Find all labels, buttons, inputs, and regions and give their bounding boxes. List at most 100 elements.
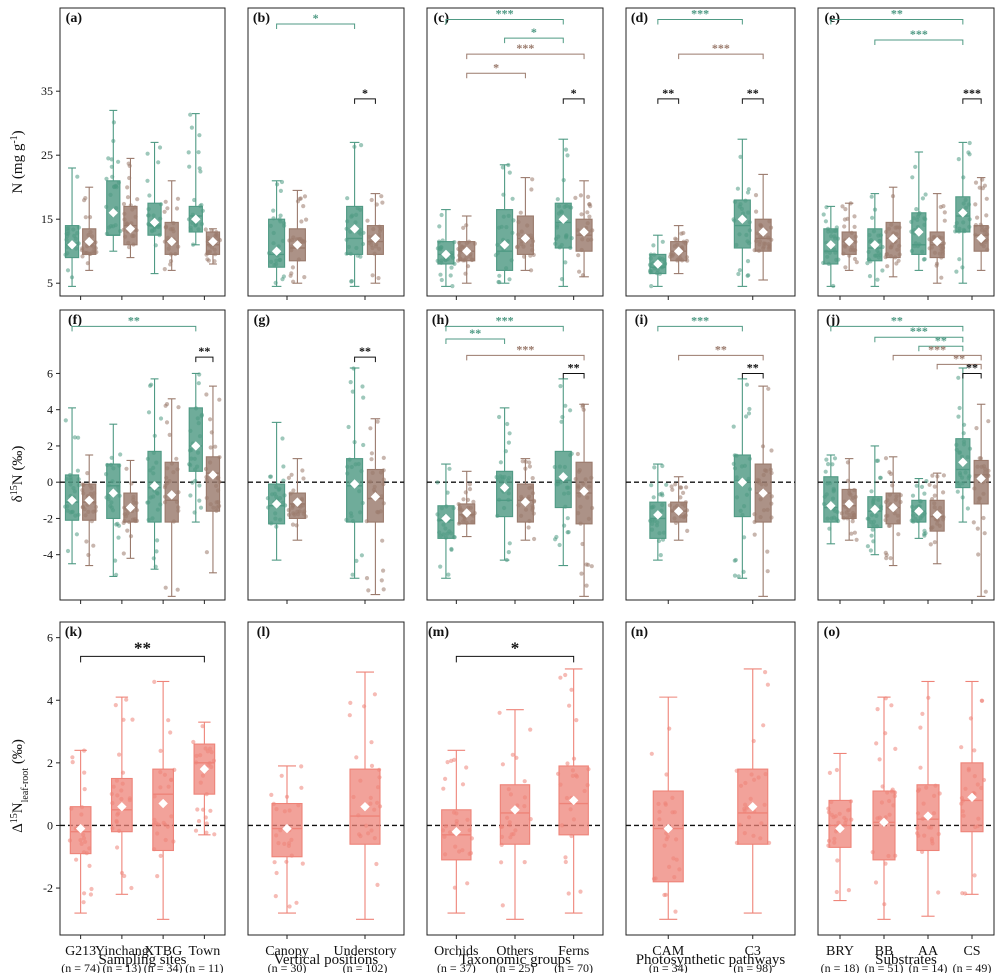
- data-point: [919, 484, 925, 489]
- data-point: [499, 834, 505, 840]
- data-point: [198, 505, 204, 510]
- data-point: [870, 850, 875, 855]
- data-point: [868, 548, 874, 553]
- data-point: [174, 456, 179, 461]
- data-point: [215, 476, 220, 481]
- significance-label: ***: [496, 313, 514, 327]
- data-point: [823, 219, 829, 224]
- data-point: [110, 508, 116, 513]
- data-point: [372, 251, 377, 256]
- data-point: [869, 489, 874, 494]
- bracket-line: [962, 372, 982, 379]
- data-point: [274, 870, 279, 876]
- data-point: [169, 777, 174, 782]
- mean-marker: [673, 246, 684, 256]
- data-point: [745, 190, 751, 195]
- sample-size-label: (n = 14): [909, 961, 948, 973]
- data-point: [127, 163, 132, 168]
- data-point: [506, 787, 511, 792]
- data-point: [494, 475, 499, 480]
- data-point: [939, 255, 944, 260]
- data-point: [678, 514, 683, 519]
- sample-size-label: (n = 37): [437, 961, 476, 973]
- data-point: [368, 479, 373, 484]
- data-point: [883, 861, 888, 866]
- data-point: [957, 470, 963, 476]
- difference-box: [649, 696, 684, 920]
- data-point: [195, 464, 200, 469]
- data-point: [559, 419, 564, 424]
- data-point: [585, 495, 590, 500]
- data-point: [217, 479, 222, 484]
- data-point: [364, 823, 369, 828]
- data-point: [126, 240, 131, 245]
- data-point: [938, 243, 943, 248]
- data-point: [574, 718, 579, 723]
- data-point: [348, 251, 353, 256]
- data-point: [347, 713, 352, 718]
- data-point: [114, 206, 119, 211]
- data-point: [531, 252, 536, 257]
- data-point: [845, 808, 851, 813]
- data-point: [506, 550, 511, 555]
- data-point: [829, 516, 834, 521]
- difference-box: [915, 680, 942, 917]
- data-point: [746, 210, 751, 215]
- data-point: [984, 213, 989, 218]
- leaf-box: [63, 167, 81, 287]
- data-point: [217, 455, 222, 460]
- y-axis-labels: N (mg g-1) δ15N (‰) Δ15Nleaf-root (‰): [9, 130, 31, 833]
- data-point: [205, 257, 210, 262]
- data-point: [829, 812, 835, 818]
- data-point: [366, 831, 371, 836]
- data-point: [667, 864, 672, 870]
- data-point: [441, 786, 446, 791]
- data-point: [381, 455, 386, 460]
- root-box: [516, 458, 537, 542]
- mean-marker: [958, 208, 968, 218]
- data-point: [668, 254, 673, 259]
- mean-marker: [292, 240, 303, 250]
- data-point: [929, 526, 934, 531]
- data-point: [868, 520, 874, 525]
- data-point: [569, 687, 574, 692]
- mean-marker: [510, 805, 520, 815]
- data-point: [758, 497, 763, 502]
- data-point: [852, 487, 857, 493]
- data-point: [732, 466, 738, 471]
- data-point: [111, 784, 116, 789]
- significance-bracket: *: [354, 86, 376, 104]
- root-box: [573, 180, 595, 278]
- mean-marker: [75, 823, 86, 834]
- root-box: [162, 180, 181, 272]
- data-point: [446, 572, 451, 577]
- data-point: [922, 257, 927, 262]
- data-point: [758, 836, 763, 841]
- data-point: [374, 202, 379, 207]
- data-point: [884, 556, 889, 561]
- data-point: [454, 811, 459, 816]
- data-point: [207, 761, 212, 766]
- data-point: [956, 375, 961, 380]
- data-point: [932, 235, 937, 240]
- mean-marker: [737, 214, 748, 224]
- data-point: [966, 202, 972, 207]
- data-point: [580, 541, 585, 547]
- data-point: [110, 174, 115, 179]
- data-point: [467, 239, 472, 244]
- data-point: [891, 231, 896, 236]
- significance-label: ***: [516, 342, 534, 356]
- data-point: [742, 808, 747, 813]
- data-point: [877, 238, 882, 244]
- data-point: [456, 502, 461, 507]
- panel-frame: [247, 309, 405, 601]
- data-point: [953, 229, 958, 234]
- data-point: [553, 241, 558, 246]
- data-point: [529, 243, 535, 248]
- data-point: [124, 466, 129, 471]
- data-point: [909, 248, 915, 254]
- data-point: [93, 240, 98, 245]
- data-point: [439, 277, 444, 283]
- data-point: [289, 248, 294, 253]
- data-point: [936, 831, 941, 837]
